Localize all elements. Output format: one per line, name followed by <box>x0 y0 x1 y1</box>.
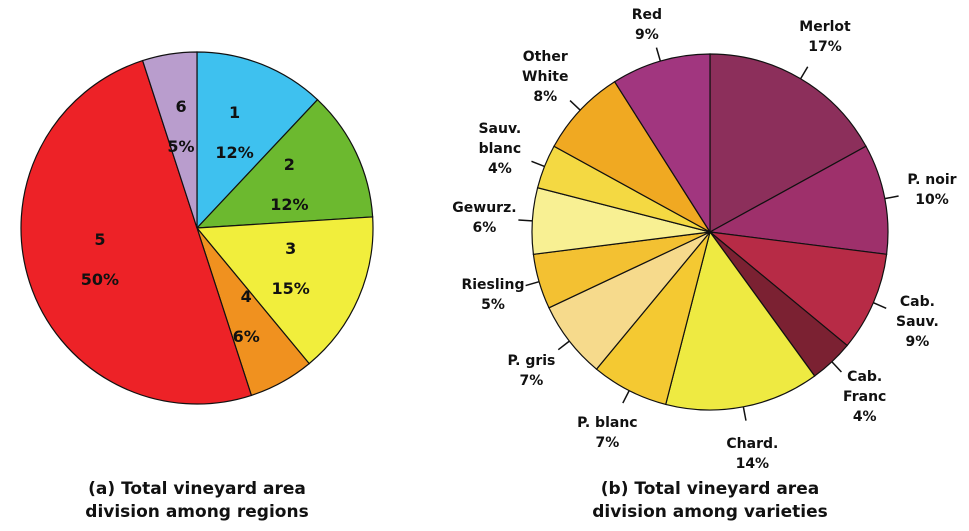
slice-label: 6 5% <box>146 87 216 167</box>
leader-line <box>569 100 581 111</box>
slice-label: P. noir 10% <box>897 170 967 210</box>
pie-slice <box>195 216 374 365</box>
value-label: 50% <box>80 269 120 289</box>
pie-slice <box>553 80 711 233</box>
leader-line <box>518 219 533 222</box>
slice-label: Riesling 5% <box>458 275 528 315</box>
pie-slice <box>708 145 889 255</box>
slice-label: 3 15% <box>256 229 326 309</box>
value-label: 14% <box>735 455 770 472</box>
pie-slice <box>20 59 253 405</box>
value-label: 5% <box>167 137 195 157</box>
category-label: Cab. Sauv. <box>896 293 939 330</box>
leader-line <box>742 406 747 421</box>
slice-label: Cab. Sauv. 9% <box>882 292 952 352</box>
leader-line <box>884 195 899 200</box>
leader-line <box>622 390 630 404</box>
value-label: 5% <box>481 297 505 314</box>
leader-line <box>799 66 809 80</box>
slice-label: Chard. 14% <box>717 434 787 474</box>
value-label: 4% <box>487 160 512 177</box>
category-label: P. gris <box>507 352 556 369</box>
value-label: 12% <box>270 194 309 214</box>
category-label: Gewurz. <box>452 199 517 216</box>
pie-slice <box>195 98 374 229</box>
slice-label: Other White 8% <box>510 47 580 107</box>
category-label: P. blanc <box>577 415 638 432</box>
slice-label: P. blanc 7% <box>572 413 642 453</box>
category-label: 2 <box>283 154 295 174</box>
category-label: Cab. Franc <box>843 368 887 405</box>
category-label: Other White <box>522 49 569 86</box>
pie-slice <box>196 51 319 230</box>
value-label: 9% <box>905 333 930 350</box>
value-label: 7% <box>519 372 544 389</box>
slice-label: 4 6% <box>211 277 281 357</box>
value-label: 12% <box>215 143 254 163</box>
value-label: 7% <box>595 435 620 452</box>
category-label: 4 <box>240 287 252 307</box>
pie-slice <box>708 231 888 347</box>
category-label: 3 <box>285 238 297 258</box>
leader-line <box>525 280 540 287</box>
category-label: 6 <box>175 97 187 117</box>
category-label: P. noir <box>907 171 957 188</box>
slice-label: 5 50% <box>65 220 135 300</box>
slice-label: 1 12% <box>200 93 270 173</box>
slice-label: Other Red 9% <box>612 0 682 45</box>
category-label: Other Red <box>624 0 669 23</box>
slice-label: P. gris 7% <box>496 351 566 391</box>
chart-caption: (a) Total vineyard area division among r… <box>85 479 309 522</box>
value-label: 10% <box>915 191 949 208</box>
category-label: Merlot <box>799 19 851 36</box>
slice-label: Merlot 17% <box>790 17 860 57</box>
value-label: 9% <box>635 26 659 43</box>
leader-line <box>831 361 842 373</box>
value-label: 4% <box>852 408 877 425</box>
category-label: Chard. <box>726 435 779 452</box>
pie-slice <box>141 51 198 229</box>
value-label: 8% <box>533 89 558 106</box>
slice-label: Cab. Franc 4% <box>830 367 900 427</box>
value-label: 15% <box>271 278 310 298</box>
slice-label: 2 12% <box>254 145 324 225</box>
leader-line <box>873 302 887 309</box>
chart-caption: (b) Total vineyard area division among v… <box>592 479 828 522</box>
category-label: Sauv. blanc <box>478 120 522 157</box>
leader-line <box>655 47 662 62</box>
category-label: 1 <box>229 103 241 123</box>
pie-slice <box>613 53 711 235</box>
category-label: 5 <box>94 229 106 249</box>
slice-label: Sauv. blanc 4% <box>465 119 535 179</box>
pie-slice <box>665 230 816 411</box>
slice-label: Gewurz. 6% <box>449 198 519 238</box>
category-label: Riesling <box>461 277 525 294</box>
value-label: 17% <box>808 39 842 56</box>
value-label: 6% <box>232 327 260 347</box>
leader-line <box>531 160 545 168</box>
value-label: 6% <box>472 219 497 236</box>
leader-line <box>557 340 570 351</box>
